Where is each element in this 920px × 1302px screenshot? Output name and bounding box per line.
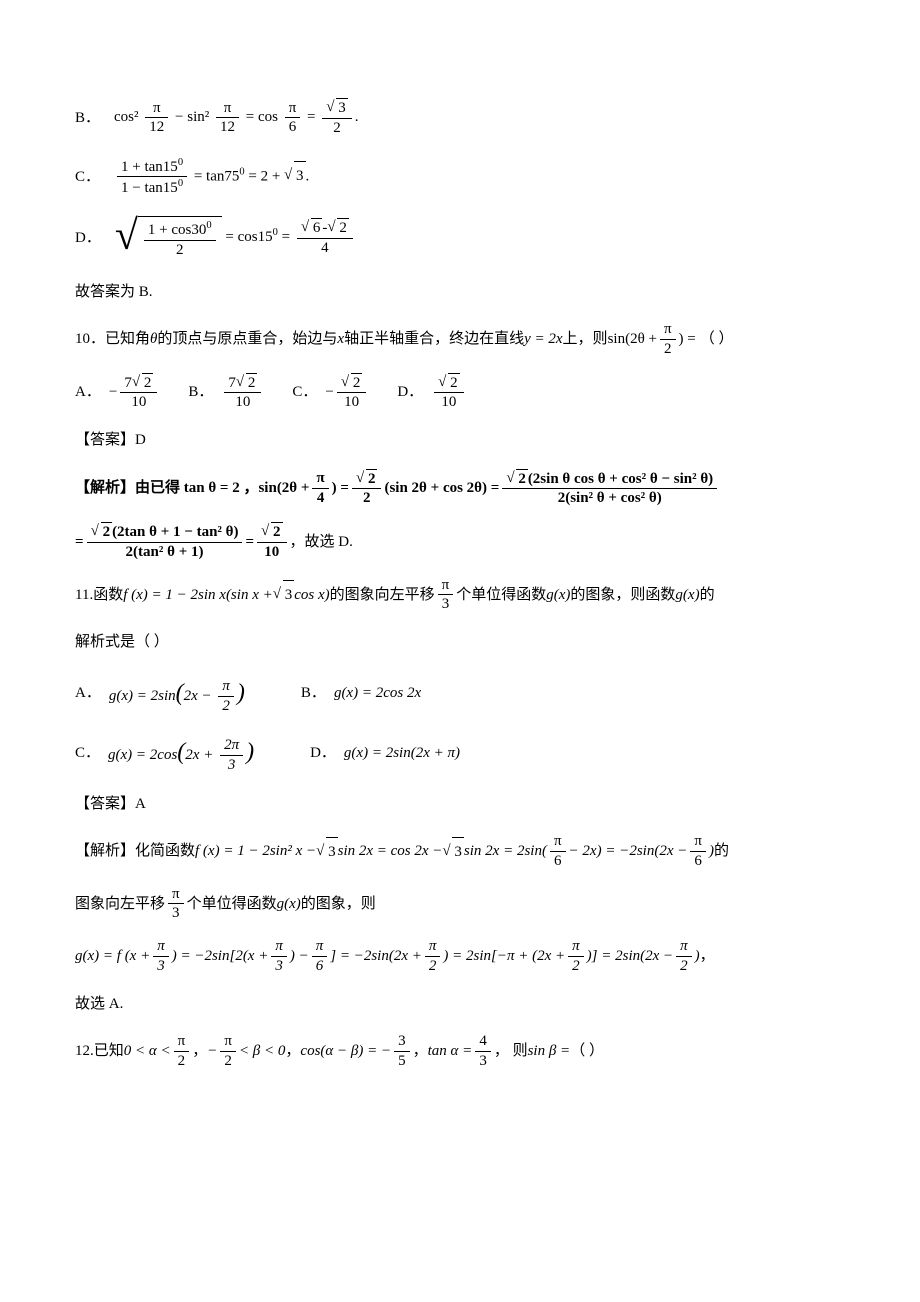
- conclusion-1: 故答案为 B.: [75, 278, 845, 307]
- q11-options-ab: A． g(x) = 2sin(2x − π2) B． g(x) = 2cos 2…: [75, 671, 845, 717]
- q11-options-cd: C． g(x) = 2cos(2x + 2π3) D． g(x) = 2sin(…: [75, 730, 845, 776]
- option-d-label: D．: [75, 224, 101, 253]
- q12-stem: 12. 已知 0 < α < π2 ， − π2 < β < 0 ， cos(α…: [75, 1032, 845, 1071]
- q11-stem: 11. 函数 f (x) = 1 − 2sin x(sin x + 3 cos …: [75, 576, 845, 615]
- q11-answer: 【答案】A: [75, 790, 845, 819]
- q10-opt-d[interactable]: D． 210: [397, 373, 466, 413]
- math-expr: √ 1 + cos300 2 = cos150 = 6-2 4: [115, 216, 356, 260]
- math-expr: 1 + tan150 1 − tan150 = tan750 = 2 + 3.: [114, 156, 309, 199]
- q10-answer: 【答案】D: [75, 426, 845, 455]
- q11-opt-c[interactable]: C． g(x) = 2cos(2x + 2π3): [75, 730, 254, 776]
- blank-paren: （ ）: [700, 325, 734, 354]
- q11-opt-a[interactable]: A． g(x) = 2sin(2x − π2): [75, 671, 245, 717]
- blank-paren: （ ）: [570, 1037, 604, 1066]
- q10-opt-b[interactable]: B． 7210: [188, 373, 264, 413]
- option-b-label: B．: [75, 104, 100, 133]
- q10-explain-2: = 2(2tan θ + 1 − tan² θ) 2(tan² θ + 1) =…: [75, 522, 845, 562]
- option-c-line: C． 1 + tan150 1 − tan150 = tan750 = 2 + …: [75, 156, 845, 199]
- q11-explain-3: g(x) = f (x + π3) = −2sin[2(x + π3) − π6…: [75, 937, 845, 976]
- math-expr: cos² π12 − sin² π12 = cos π6 = 32.: [114, 98, 358, 138]
- q11-explain-2: 图象向左平移 π3 个单位得函数 g(x) 的图象，则: [75, 885, 845, 924]
- option-c-label: C．: [75, 163, 100, 192]
- q10-options: A． − 7210 B． 7210 C． − 210 D． 210: [75, 373, 845, 413]
- q10-opt-c[interactable]: C． − 210: [292, 373, 369, 413]
- q11-stem-2: 解析式是（ ）: [75, 628, 845, 657]
- option-d-line: D． √ 1 + cos300 2 = cos150 = 6-2 4: [75, 216, 845, 260]
- q10-opt-a[interactable]: A． − 7210: [75, 373, 160, 413]
- q11-explain-4: 故选 A.: [75, 990, 845, 1019]
- q11-opt-b[interactable]: B． g(x) = 2cos 2x: [301, 679, 421, 708]
- q10-explain-1: 【解析】由已得 tan θ = 2 ， sin(2θ + π4) = 22 (s…: [75, 469, 845, 509]
- q10-stem: 10．已知角 θ 的顶点与原点重合，始边与 x 轴正半轴重合，终边在直线 y =…: [75, 320, 845, 359]
- option-b-line: B． cos² π12 − sin² π12 = cos π6 = 32.: [75, 98, 845, 138]
- q11-explain-1: 【解析】化简函数 f (x) = 1 − 2sin² x − 3 sin 2x …: [75, 832, 845, 871]
- q11-opt-d[interactable]: D． g(x) = 2sin(2x + π): [310, 739, 460, 768]
